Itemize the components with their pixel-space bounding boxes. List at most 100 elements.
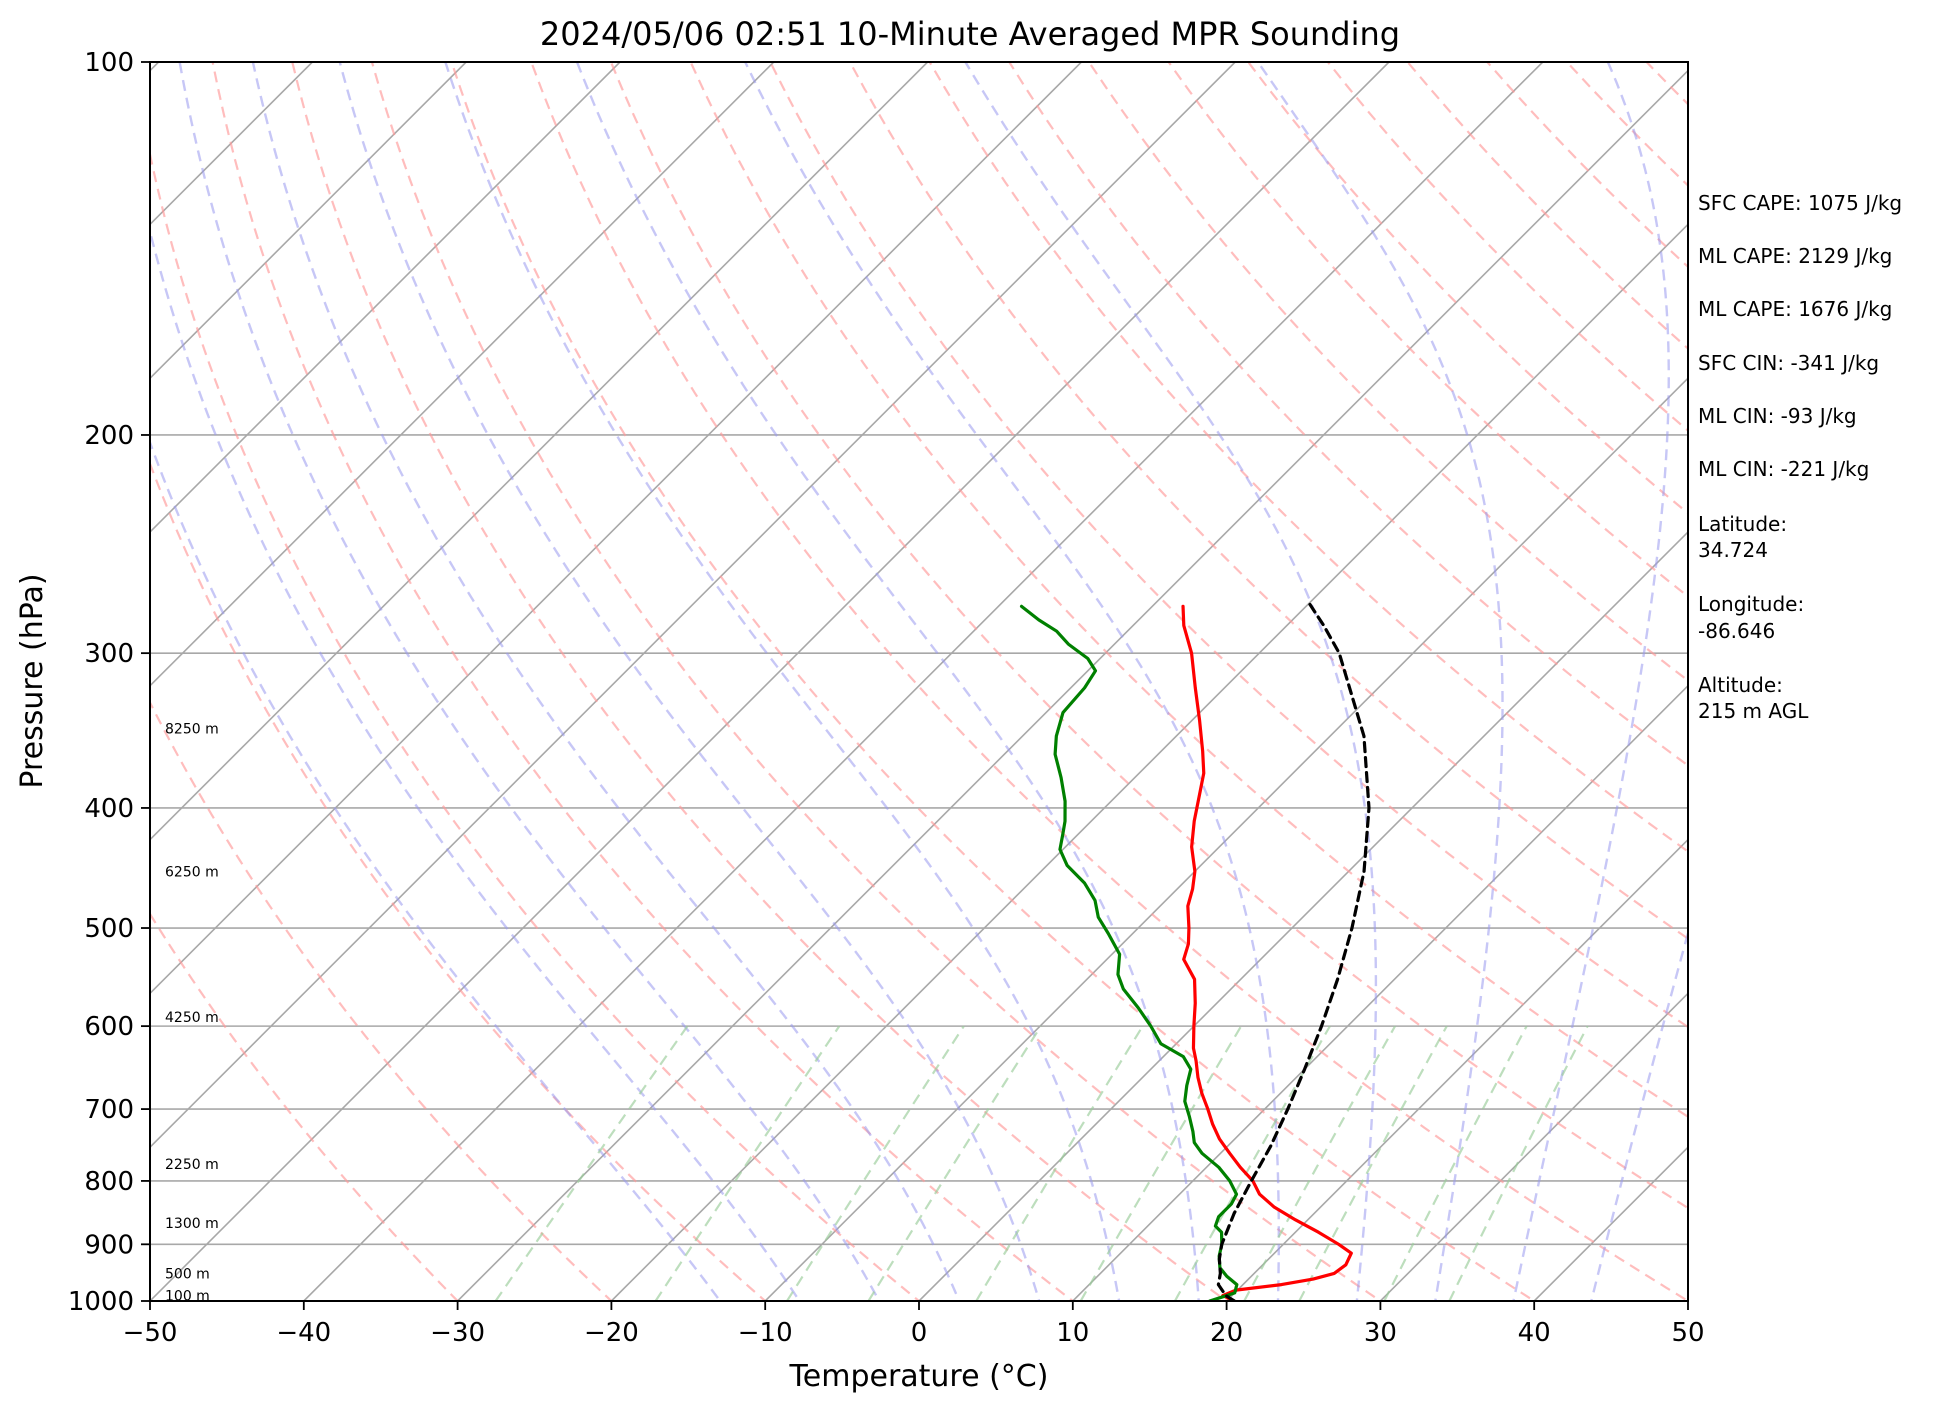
x-tick-label: −50	[123, 1318, 178, 1348]
x-tick-label: −30	[430, 1318, 485, 1348]
latitude-label: Latitude:	[1698, 512, 1787, 536]
height-label: 500 m	[165, 1266, 210, 1282]
series-line-0	[1181, 604, 1353, 1301]
isotherm-gridline	[1226, 838, 1688, 1301]
x-tick-label: −10	[738, 1318, 793, 1348]
dry-adiabat	[769, 62, 1688, 1029]
dry-adiabat	[450, 62, 1537, 1301]
isotherm-gridline	[457, 69, 1688, 1301]
mixing-ratio-line	[1173, 1025, 1331, 1301]
moist-adiabat	[1590, 928, 1688, 1301]
y-tick-label: 500	[84, 914, 134, 944]
isotherm-gridline	[1072, 684, 1688, 1301]
isotherm-gridline	[918, 530, 1688, 1301]
altitude-value: 215 m AGL	[1698, 699, 1809, 723]
series-lines	[1019, 598, 1371, 1301]
x-tick-label: −20	[584, 1318, 639, 1348]
y-tick-label: 200	[84, 421, 134, 451]
dry-adiabat	[150, 149, 921, 1301]
altitude-label: Altitude:	[1698, 673, 1783, 697]
dry-adiabat	[291, 62, 1229, 1301]
mixing-ratio-line	[975, 1025, 1144, 1301]
mixing-ratio-line	[1079, 1025, 1243, 1301]
mixing-ratio-line	[867, 1025, 1042, 1301]
stat-sfc-cape: SFC CAPE: 1075 J/kg	[1698, 191, 1902, 215]
height-label: 8250 m	[165, 721, 219, 737]
moist-adiabat	[1256, 62, 1504, 1301]
y-tick-label: 300	[84, 639, 134, 669]
x-tick-label: 0	[911, 1318, 928, 1348]
mixing-ratio-line	[1448, 1025, 1589, 1301]
x-tick-label: 20	[1210, 1318, 1243, 1348]
isotherm-gridline	[150, 62, 467, 380]
mixing-ratio-line	[1243, 1025, 1397, 1301]
isotherm-gridline	[150, 62, 621, 534]
isotherm-gridline	[150, 62, 775, 687]
stat-ml-cin-2: ML CIN: -221 J/kg	[1698, 457, 1869, 481]
y-axis: 1000 900 800 700 600 500 400 300 200 100	[68, 48, 150, 1317]
isotherm-gridline	[150, 62, 1082, 995]
stat-ml-cin-1: ML CIN: -93 J/kg	[1698, 404, 1857, 428]
latitude-value: 34.724	[1698, 538, 1768, 562]
dry-adiabat	[1087, 62, 1688, 682]
moist-adiabat	[444, 62, 1121, 1301]
isotherm-gridline	[150, 62, 929, 841]
dry-adiabat	[211, 62, 1075, 1301]
moist-adiabat	[178, 62, 881, 1301]
stat-ml-cape-2: ML CAPE: 1676 J/kg	[1698, 297, 1892, 321]
isotherm-gridline	[1379, 992, 1688, 1301]
x-axis-label: Temperature (°C)	[789, 1359, 1049, 1394]
series-line-2	[1216, 598, 1371, 1301]
moist-adiabat	[150, 226, 801, 1301]
chart-title: 2024/05/06 02:51 10-Minute Averaged MPR …	[540, 15, 1400, 53]
isotherm-gridline	[764, 377, 1688, 1301]
mixing-ratio-line	[654, 1025, 841, 1301]
longitude-label: Longitude:	[1698, 592, 1804, 616]
isotherm-gridline	[150, 62, 1390, 1301]
dry-adiabat	[689, 62, 1688, 1119]
dry-adiabat	[370, 62, 1383, 1301]
moist-adiabat	[338, 62, 1041, 1301]
y-axis-label: Pressure (hPa)	[15, 573, 50, 788]
x-axis: −50 −40 −30 −20 −10 0 10 20 30 40 50	[123, 1301, 1705, 1348]
dry-adiabat	[609, 62, 1688, 1210]
mixing-ratio-line	[1383, 1025, 1528, 1301]
y-tick-label: 400	[84, 794, 134, 824]
mixing-ratio-line	[786, 1025, 965, 1301]
dry-adiabat	[928, 62, 1688, 853]
x-tick-label: −40	[276, 1318, 331, 1348]
height-label: 1300 m	[165, 1216, 219, 1232]
y-tick-label: 800	[84, 1167, 134, 1197]
series-line-1	[1019, 604, 1239, 1301]
dry-adiabat	[150, 700, 614, 1301]
height-label: 6250 m	[165, 864, 219, 880]
longitude-value: -86.646	[1698, 619, 1775, 643]
dry-adiabat	[1167, 62, 1688, 598]
reference-lines	[150, 62, 1688, 1301]
x-tick-label: 30	[1364, 1318, 1397, 1348]
x-tick-label: 50	[1671, 1318, 1704, 1348]
x-tick-label: 10	[1056, 1318, 1089, 1348]
y-tick-label: 600	[84, 1012, 134, 1042]
mixing-ratio-line	[1298, 1025, 1448, 1301]
height-label: 2250 m	[165, 1157, 219, 1173]
y-tick-label: 700	[84, 1095, 134, 1125]
x-tick-label: 40	[1518, 1318, 1551, 1348]
stats-panel: SFC CAPE: 1075 J/kg ML CAPE: 2129 J/kg M…	[1698, 191, 1902, 723]
dry-adiabat	[530, 62, 1688, 1301]
stat-sfc-cin: SFC CIN: -341 J/kg	[1698, 351, 1879, 375]
moist-adiabat	[575, 62, 1200, 1301]
moist-adiabat	[251, 62, 961, 1301]
y-tick-label: 1000	[68, 1287, 134, 1317]
moist-adiabat	[964, 62, 1378, 1301]
y-tick-label: 100	[84, 48, 134, 78]
y-tick-label: 900	[84, 1230, 134, 1260]
isotherm-gridline	[610, 223, 1688, 1301]
isotherm-gridline	[150, 62, 1236, 1149]
height-label: 100 m	[165, 1289, 210, 1305]
mixing-ratio-line	[494, 1025, 689, 1301]
moist-adiabat	[150, 439, 722, 1301]
moist-adiabat	[744, 62, 1280, 1301]
